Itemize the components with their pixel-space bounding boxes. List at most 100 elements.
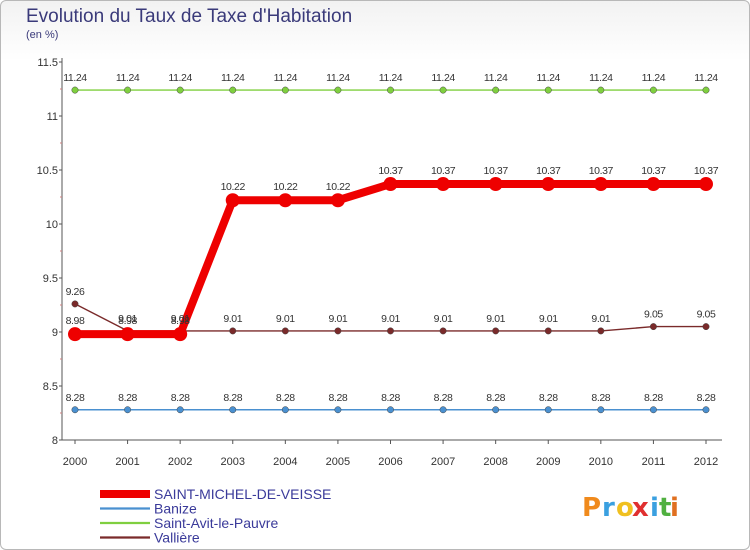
axes: 8 8.5 9 9.5 10 10.5 11 11.5 2000 2001 2002 2003 2004… — [37, 57, 722, 468]
series-layer — [68, 86, 713, 414]
data-point — [176, 406, 184, 414]
data-point — [124, 86, 132, 94]
data-point — [649, 323, 657, 331]
legend-label: SAINT-MICHEL-DE-VEISSE — [154, 486, 331, 502]
data-label: 8.28 — [539, 392, 558, 404]
data-point — [593, 177, 608, 192]
brand-letter: i — [670, 493, 679, 523]
brand-letter: r — [602, 493, 615, 523]
data-labels-layer: 11.24 11.24 11.24 11.24 11.24 11.24 11.24 11.24… — [63, 72, 719, 404]
data-label: 8.28 — [223, 392, 242, 404]
data-label: 10.22 — [273, 181, 298, 193]
data-label: 9.01 — [171, 313, 190, 325]
data-point — [544, 86, 552, 94]
data-point — [71, 406, 79, 414]
data-point — [68, 327, 82, 342]
data-point — [702, 86, 710, 94]
data-label: 10.37 — [431, 165, 456, 177]
data-label: 11.24 — [116, 72, 140, 84]
data-label: 9.05 — [644, 309, 663, 321]
x-tick-label: 2004 — [273, 456, 297, 468]
data-point — [225, 193, 240, 208]
legend-label: Vallière — [154, 530, 200, 546]
data-label: 11.24 — [537, 72, 561, 84]
data-point — [492, 406, 500, 414]
data-label: 9.01 — [486, 313, 505, 325]
x-tick-label: 2012 — [694, 456, 718, 468]
data-label: 10.37 — [694, 165, 719, 177]
legend-item: Vallière — [100, 530, 200, 546]
y-tick-label: 9 — [52, 327, 58, 339]
data-point — [488, 177, 503, 192]
data-label: 9.01 — [276, 313, 295, 325]
data-label: 11.24 — [168, 72, 192, 84]
series-saint-michel-de-veisse — [68, 177, 713, 342]
x-tick-label: 2011 — [642, 456, 666, 468]
legend-item: SAINT-MICHEL-DE-VEISSE — [100, 486, 331, 502]
data-point — [71, 86, 79, 94]
series-line — [75, 180, 706, 339]
data-point — [281, 406, 289, 414]
data-point — [281, 86, 289, 94]
y-tick-label: 8.5 — [43, 381, 58, 393]
legend-item: Banize — [100, 501, 197, 517]
data-label: 9.01 — [118, 313, 137, 325]
data-point — [334, 406, 342, 414]
data-label: 10.37 — [378, 165, 403, 177]
data-point — [439, 86, 447, 94]
data-point — [597, 86, 605, 94]
data-point — [702, 406, 710, 414]
data-label: 9.01 — [591, 313, 610, 325]
legend-label: Banize — [154, 501, 197, 517]
legend-item: Saint-Avit-le-Pauvre — [100, 515, 278, 531]
data-point — [330, 193, 345, 208]
brand-letter: t — [659, 493, 671, 523]
data-label: 11.24 — [221, 72, 245, 84]
data-label: 10.37 — [536, 165, 561, 177]
data-point — [334, 86, 342, 94]
data-label: 11.24 — [326, 72, 350, 84]
data-label: 8.28 — [697, 392, 716, 404]
y-tick-label: 11.5 — [37, 57, 58, 69]
data-point — [544, 327, 552, 335]
y-tick-label: 11 — [47, 111, 58, 123]
data-label: 8.28 — [66, 392, 85, 404]
data-point — [383, 177, 398, 192]
data-point — [702, 323, 710, 331]
data-point — [229, 406, 237, 414]
data-point — [492, 327, 500, 335]
data-label: 9.01 — [381, 313, 400, 325]
data-point — [281, 327, 289, 335]
y-tick-label: 10 — [46, 219, 58, 231]
legend: SAINT-MICHEL-DE-VEISSEBanizeSaint-Avit-l… — [100, 486, 331, 546]
x-tick-label: 2010 — [589, 456, 613, 468]
brand-letter: i — [650, 493, 659, 523]
data-label: 8.28 — [328, 392, 347, 404]
data-label: 11.24 — [642, 72, 666, 84]
data-label: 8.98 — [171, 315, 190, 327]
data-point — [387, 406, 394, 414]
data-label: 9.05 — [697, 309, 716, 321]
data-point — [387, 327, 394, 335]
data-label: 11.24 — [274, 72, 298, 84]
data-label: 9.01 — [539, 313, 558, 325]
chart-title: Evolution du Taux de Taxe d'Habitation — [26, 6, 353, 27]
data-point — [278, 193, 293, 208]
data-label: 8.28 — [381, 392, 400, 404]
data-label: 11.24 — [484, 72, 508, 84]
data-point — [436, 177, 451, 192]
brand-letter: P — [582, 493, 601, 523]
data-label: 8.28 — [591, 392, 610, 404]
data-label: 8.98 — [66, 315, 85, 327]
data-point — [120, 327, 135, 342]
data-point — [387, 86, 394, 94]
data-label: 9.26 — [66, 286, 85, 298]
data-label: 10.37 — [641, 165, 666, 177]
data-point — [71, 300, 79, 308]
data-point — [597, 406, 605, 414]
series-banize — [71, 406, 710, 414]
data-point — [699, 177, 713, 192]
data-label: 9.01 — [223, 313, 242, 325]
